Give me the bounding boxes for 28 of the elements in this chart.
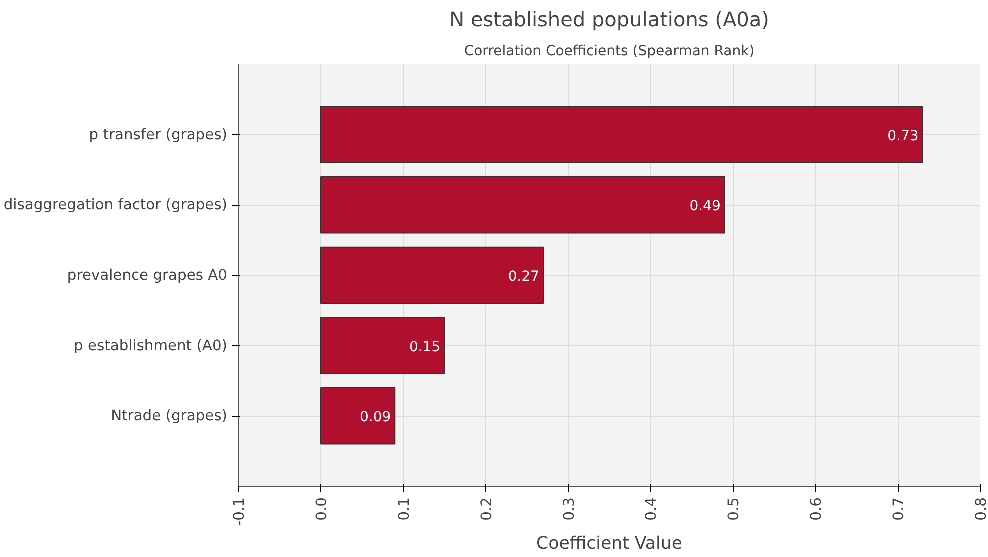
x-tick-label: 0.1	[396, 497, 413, 521]
chart-subtitle: Correlation Coefficients (Spearman Rank)	[464, 44, 755, 60]
y-tick-label: prevalence grapes A0	[67, 267, 228, 284]
data-label: 0.09	[360, 410, 392, 426]
data-label: 0.27	[508, 269, 540, 285]
bar	[320, 106, 924, 164]
x-tick-label: 0.3	[560, 497, 578, 521]
y-tick-label: p establishment (A0)	[74, 337, 228, 354]
bar	[320, 246, 544, 304]
bar	[320, 317, 446, 374]
x-axis-title: Coefficient Value	[536, 534, 683, 554]
data-label: 0.73	[888, 128, 919, 144]
x-tick-label: 0.6	[808, 497, 826, 521]
bar	[320, 176, 726, 234]
chart-title: N established populations (A0a)	[450, 8, 770, 32]
x-tick-label: 0.5	[726, 497, 743, 521]
x-tick-label: 0.2	[478, 497, 496, 521]
y-tick-label: Ntrade (grapes)	[111, 408, 228, 425]
x-tick-label: 0.0	[313, 497, 330, 521]
data-label: 0.15	[409, 339, 441, 356]
y-tick-label: disaggregation factor (grapes)	[4, 196, 228, 214]
y-tick-label: p transfer (grapes)	[89, 126, 228, 144]
x-tick-label: 0.4	[643, 497, 660, 521]
data-label: 0.49	[690, 198, 721, 215]
bar	[320, 388, 396, 445]
x-tick-label: -0.1	[231, 497, 248, 526]
x-tick-label: 0.8	[973, 497, 988, 521]
x-tick-label: 0.7	[890, 497, 908, 521]
